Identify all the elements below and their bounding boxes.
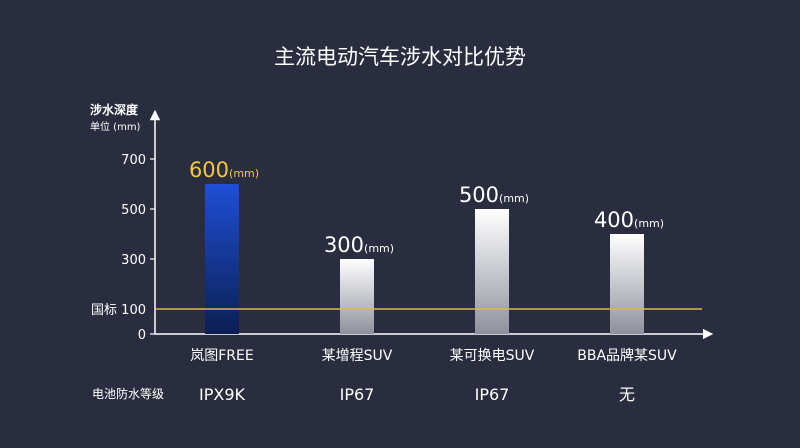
bar [610,234,644,334]
y-ticks: 0 300 500 700 [121,153,155,343]
bar [205,184,239,334]
reference-line-group: 国标 100 [91,303,702,318]
bar [340,259,374,334]
rating-value: IP67 [475,385,510,404]
y-tick-label: 300 [121,253,146,268]
y-axis-label: 涉水深度 [90,102,139,117]
data-label-unit: (mm) [229,167,259,180]
x-tick-label: 某可换电SUV [450,347,535,364]
x-tick-label: BBA品牌某SUV [577,347,677,364]
data-label-value: 600 [189,158,229,182]
x-tick-label: 岚图FREE [190,348,253,364]
data-label-value: 400 [594,208,634,232]
data-label-unit: (mm) [364,242,394,255]
data-label-unit: (mm) [499,192,529,205]
ratings-row: IPX9K IP67 IP67 无 [199,385,635,404]
value-labels: 600(mm)300(mm)500(mm)400(mm) [189,158,664,257]
x-tick-label: 某增程SUV [322,348,393,364]
category-labels: 岚图FREE 某增程SUV 某可换电SUV BBA品牌某SUV [190,347,677,364]
y-tick-label: 0 [138,328,146,343]
y-tick-label: 500 [121,203,146,218]
data-label: 300(mm) [324,233,394,257]
ratings-row-label: 电池防水等级 [92,386,164,401]
y-axis-unit: 单位 (mm) [90,120,141,133]
chart-title: 主流电动汽车涉水对比优势 [274,45,526,69]
data-label: 500(mm) [459,183,529,207]
bar [475,209,509,334]
rating-value: 无 [619,385,635,404]
data-label: 600(mm) [189,158,259,182]
data-label-unit: (mm) [634,217,664,230]
bars [205,184,644,334]
reference-line-label: 国标 100 [91,303,146,318]
data-label-value: 300 [324,233,364,257]
rating-value: IPX9K [199,385,246,404]
y-tick-label: 700 [121,153,146,168]
rating-value: IP67 [340,385,375,404]
data-label-value: 500 [459,183,499,207]
data-label: 400(mm) [594,208,664,232]
